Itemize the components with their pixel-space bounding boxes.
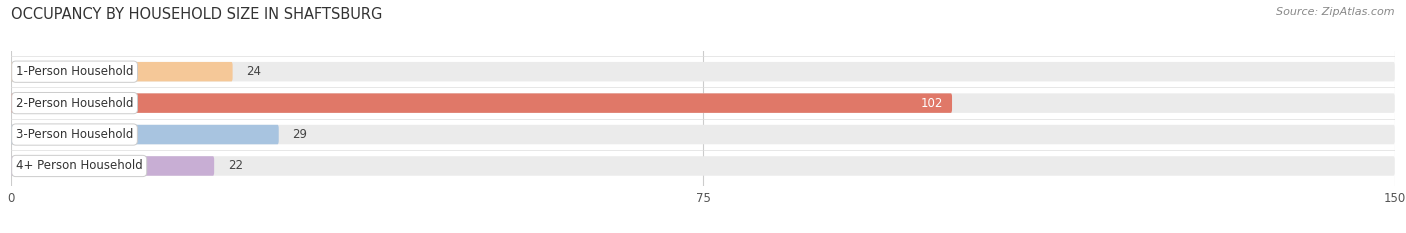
Text: 2-Person Household: 2-Person Household [15, 97, 134, 110]
FancyBboxPatch shape [11, 156, 214, 176]
FancyBboxPatch shape [11, 93, 952, 113]
Text: 3-Person Household: 3-Person Household [15, 128, 134, 141]
Text: 29: 29 [292, 128, 308, 141]
Text: OCCUPANCY BY HOUSEHOLD SIZE IN SHAFTSBURG: OCCUPANCY BY HOUSEHOLD SIZE IN SHAFTSBUR… [11, 7, 382, 22]
FancyBboxPatch shape [11, 62, 1395, 81]
Text: Source: ZipAtlas.com: Source: ZipAtlas.com [1277, 7, 1395, 17]
Text: 1-Person Household: 1-Person Household [15, 65, 134, 78]
FancyBboxPatch shape [11, 125, 278, 144]
Text: 4+ Person Household: 4+ Person Household [15, 159, 142, 172]
FancyBboxPatch shape [11, 125, 1395, 144]
Text: 24: 24 [246, 65, 262, 78]
FancyBboxPatch shape [11, 62, 232, 81]
Text: 22: 22 [228, 159, 243, 172]
FancyBboxPatch shape [11, 93, 1395, 113]
FancyBboxPatch shape [11, 156, 1395, 176]
Text: 102: 102 [921, 97, 943, 110]
